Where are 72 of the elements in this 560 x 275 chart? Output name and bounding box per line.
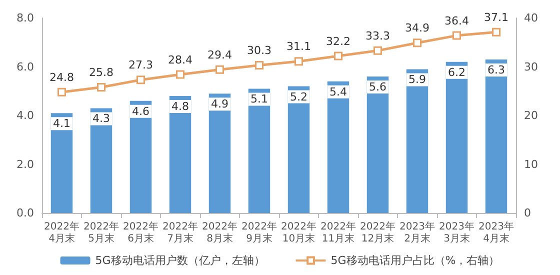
point <box>97 82 106 92</box>
point <box>136 76 145 84</box>
bar <box>366 76 389 213</box>
point <box>58 88 66 96</box>
data-label: 24.8 <box>50 70 74 84</box>
data-label: 33.3 <box>366 29 390 42</box>
data-label: 5.1 <box>250 92 268 106</box>
x-tick-label: 2022年 5月末 <box>84 220 119 244</box>
data-label: 5.2 <box>290 90 308 104</box>
point <box>294 57 303 66</box>
x-tick-label: 2022年 6月末 <box>123 220 158 244</box>
bar <box>169 96 192 213</box>
x-tick-label: 2023年 4月末 <box>478 220 514 244</box>
data-label: 4.9 <box>211 98 228 111</box>
point <box>413 38 422 48</box>
y2-tick-label: 20 <box>524 109 538 122</box>
data-label: 34.9 <box>405 22 430 35</box>
bar <box>446 62 468 213</box>
bar <box>208 94 231 213</box>
x-tick-label: 2022年 11月末 <box>320 220 356 244</box>
legend-label: 5G移动电话用户数（亿户，左轴） <box>95 254 265 267</box>
point <box>452 31 461 40</box>
data-label: 4.3 <box>92 112 110 126</box>
data-label: 4.8 <box>172 100 189 113</box>
y2-tick-label: 30 <box>524 60 538 74</box>
bar <box>485 59 508 213</box>
point <box>492 28 500 36</box>
legend-label: 5G移动电话用户占比（%，右轴） <box>330 254 500 267</box>
y2-tick-label: 10 <box>524 158 538 171</box>
bar <box>50 113 73 213</box>
data-label: 29.4 <box>208 48 232 62</box>
y-tick-label: 4.0 <box>16 109 34 122</box>
point <box>374 46 382 55</box>
bar <box>130 100 152 213</box>
x-tick-label: 2022年 10月末 <box>281 220 316 244</box>
bar <box>248 88 270 213</box>
data-label: 27.3 <box>128 58 153 72</box>
x-tick-label: 2022年 7月末 <box>162 220 198 244</box>
point <box>216 65 224 74</box>
point <box>176 70 184 79</box>
y-tick-label: 2.0 <box>16 158 34 171</box>
y-tick-label: 0.0 <box>16 206 34 220</box>
data-label: 25.8 <box>89 66 114 79</box>
y2-tick-label: 40 <box>524 12 538 24</box>
x-tick-label: 2023年 2月末 <box>400 220 435 244</box>
data-label: 6.3 <box>488 63 505 76</box>
x-tick-label: 2022年 4月末 <box>44 220 80 244</box>
data-label: 37.1 <box>484 10 508 24</box>
data-label: 31.1 <box>286 40 311 54</box>
point <box>255 61 264 70</box>
data-label: 30.3 <box>247 44 272 58</box>
bar <box>90 108 112 213</box>
data-label: 32.2 <box>326 34 350 48</box>
x-tick-label: 2022年 9月末 <box>242 220 277 244</box>
y-tick-label: 6.0 <box>16 60 34 74</box>
point <box>334 52 342 60</box>
data-label: 4.6 <box>132 104 150 118</box>
data-label: 5.4 <box>330 85 347 98</box>
data-label: 5.9 <box>408 73 426 86</box>
bar <box>288 86 310 213</box>
data-label: 36.4 <box>444 14 469 28</box>
x-tick-label: 2023年 3月末 <box>439 220 474 244</box>
bar <box>327 81 350 213</box>
y-tick-label: 8.0 <box>16 12 34 24</box>
bar <box>406 69 428 213</box>
x-tick-label: 2022年 12月末 <box>360 220 396 244</box>
y2-tick-label: 0 <box>524 206 531 220</box>
data-label: 5.6 <box>369 80 386 94</box>
data-label: 6.2 <box>448 66 466 79</box>
data-label: 4.1 <box>53 117 70 130</box>
data-label: 28.4 <box>168 53 192 66</box>
x-tick-label: 2022年 8月末 <box>202 220 238 244</box>
